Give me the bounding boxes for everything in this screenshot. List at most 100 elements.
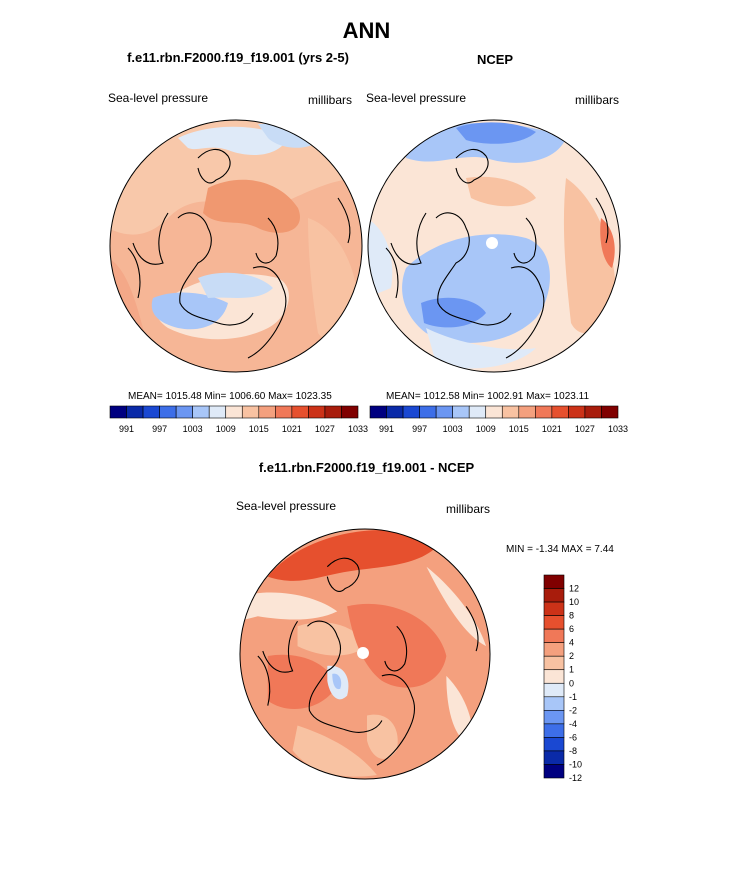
map-field	[563, 178, 616, 334]
colorbar-swatch	[402, 405, 420, 419]
map-field	[347, 603, 447, 688]
colorbar-swatch	[452, 405, 470, 419]
colorbar-tick-label: 1033	[348, 424, 368, 434]
colorbar-swatch	[386, 405, 404, 419]
colorbar-tick-label: 1027	[315, 424, 335, 434]
coastline	[247, 266, 287, 359]
map-field	[466, 176, 536, 207]
colorbar-swatch	[225, 405, 243, 419]
colorbar-swatch	[291, 405, 309, 419]
diff-minmax: MIN = -1.34 MAX = 7.44	[506, 544, 614, 555]
map-field	[600, 218, 615, 268]
colorbar-tick-label: -8	[569, 746, 577, 756]
coastline	[505, 266, 545, 359]
page-title: ANN	[342, 18, 391, 43]
map-field	[178, 126, 288, 155]
coastline	[385, 247, 399, 299]
diff-units-label: millibars	[446, 502, 491, 516]
map-field	[366, 714, 398, 759]
colorbar-tick-label: 4	[569, 638, 574, 648]
coastline	[337, 197, 351, 244]
colorbar-swatch	[468, 405, 487, 419]
panel2-variable-label: Sea-level pressure	[366, 91, 467, 105]
coastline	[257, 655, 271, 706]
panel2-units-label: millibars	[575, 93, 620, 107]
map-field	[267, 530, 437, 581]
colorbar-swatch	[584, 405, 602, 419]
colorbar-tick-label: 6	[569, 624, 574, 634]
colorbar-swatch	[369, 405, 387, 419]
colorbar-tick-label: -6	[569, 732, 577, 742]
coastline	[435, 212, 512, 326]
colorbar-tick-label: 8	[569, 611, 574, 621]
colorbar-swatch	[543, 642, 565, 657]
colorbar-swatch	[109, 405, 127, 419]
colorbar-swatch	[308, 405, 326, 419]
colorbar-swatch	[275, 405, 293, 419]
colorbar-swatch	[175, 405, 193, 419]
coastline	[465, 606, 479, 652]
pole-marker	[357, 647, 369, 659]
colorbar-tick-label: 991	[119, 424, 134, 434]
colorbar-swatch	[543, 628, 565, 643]
map-field	[203, 179, 300, 233]
coastline	[376, 674, 415, 766]
colorbar-swatch	[142, 405, 160, 419]
colorbar-tick-label: 1009	[476, 424, 496, 434]
coastline	[255, 217, 279, 264]
map-field	[426, 566, 487, 647]
colorbar-swatch	[126, 405, 144, 419]
colorbar-tick-label: 1003	[183, 424, 203, 434]
coastline	[595, 197, 609, 244]
diff-variable-label: Sea-level pressure	[236, 499, 337, 513]
coastline	[127, 247, 141, 299]
colorbar-swatch	[258, 405, 276, 419]
colorbar-tick-label: -2	[569, 705, 577, 715]
map-field	[426, 328, 536, 369]
colorbar-tick-label: -4	[569, 719, 577, 729]
colorbar-swatch	[543, 615, 565, 630]
colorbar-swatch	[535, 405, 553, 419]
panel1-colorbar: 991 997 1003 1009 1015 1021 1027 1033	[109, 405, 368, 434]
colorbar-swatch	[501, 405, 520, 419]
coastline	[132, 212, 169, 265]
colorbar-swatch	[543, 737, 565, 752]
colorbar-tick-label: 1009	[216, 424, 236, 434]
pole-marker	[486, 237, 498, 249]
colorbar-swatch	[543, 750, 565, 765]
panel1-units-label: millibars	[308, 93, 353, 107]
coastline	[307, 620, 383, 733]
colorbar-swatch	[543, 682, 565, 698]
colorbar-tick-label: 0	[569, 678, 574, 688]
colorbar-swatch	[551, 405, 569, 419]
colorbar-swatch	[543, 601, 565, 616]
colorbar-swatch	[192, 405, 210, 419]
diff-polar-map	[239, 528, 491, 780]
colorbar-swatch	[543, 764, 565, 779]
colorbar-tick-label: -10	[569, 759, 582, 769]
colorbar-tick-label: 1021	[282, 424, 302, 434]
coastline	[513, 217, 537, 264]
colorbar-tick-label: -1	[569, 692, 577, 702]
panel1-variable-label: Sea-level pressure	[108, 91, 209, 105]
map-field	[198, 272, 273, 298]
colorbar-tick-label: 12	[569, 584, 579, 594]
map-field	[292, 725, 377, 777]
map-field	[258, 123, 318, 148]
colorbar-tick-label: 1015	[249, 424, 269, 434]
panel2-stats: MEAN= 1012.58 Min= 1002.91 Max= 1023.11	[386, 391, 590, 402]
colorbar-swatch	[485, 405, 503, 419]
colorbar-swatch	[568, 405, 586, 419]
map-field	[267, 654, 338, 710]
colorbar-swatch	[241, 405, 260, 419]
colorbar-swatch	[518, 405, 536, 419]
colorbar-tick-label: 1021	[542, 424, 562, 434]
colorbar-tick-label: 991	[379, 424, 394, 434]
panel1-stats: MEAN= 1015.48 Min= 1006.60 Max= 1023.35	[128, 391, 332, 402]
colorbar-swatch	[543, 574, 565, 589]
coastline	[262, 620, 298, 673]
colorbar-swatch	[543, 710, 565, 725]
colorbar-tick-label: 1003	[443, 424, 463, 434]
map-field	[297, 622, 367, 656]
